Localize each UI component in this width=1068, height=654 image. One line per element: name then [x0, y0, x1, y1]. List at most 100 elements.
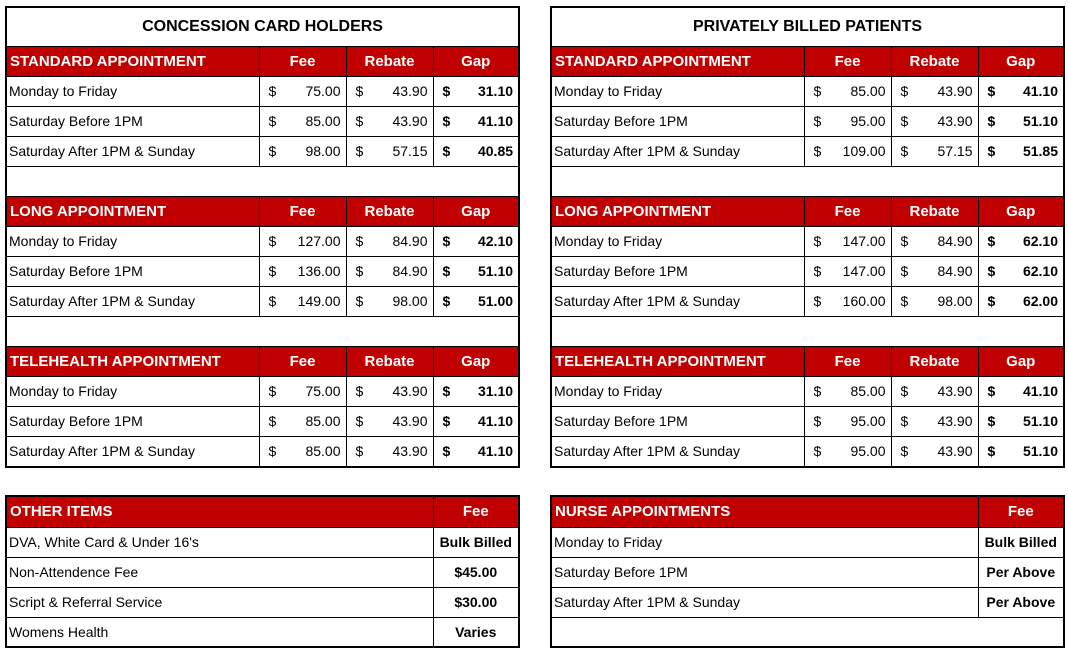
section-heading: LONG APPOINTMENT [552, 195, 804, 226]
section-header: STANDARD APPOINTMENT Fee Rebate Gap [7, 45, 519, 76]
row-label: Monday to Friday [552, 225, 804, 256]
gap-cell: $41.10 [977, 375, 1063, 406]
fee-column-header: Fee [803, 195, 891, 226]
private-fee-table: PRIVATELY BILLED PATIENTS STANDARD APPOI… [552, 8, 1063, 466]
gap-column-header: Gap [432, 45, 519, 76]
rebate-cell: $84.90 [890, 255, 978, 286]
fee-cell: $95.00 [803, 405, 891, 436]
fee-cell: Varies [432, 616, 518, 647]
table-row: Saturday Before 1PM $85.00 $43.90 $41.10 [7, 105, 519, 136]
row-label: Saturday After 1PM & Sunday [552, 435, 804, 466]
fee-cell: $149.00 [258, 285, 346, 316]
rebate-column-header: Rebate [345, 195, 433, 226]
fee-cell: $85.00 [803, 375, 891, 406]
row-label: Saturday After 1PM & Sunday [552, 586, 978, 617]
rebate-cell: $43.90 [890, 405, 978, 436]
rebate-column-header: Rebate [890, 45, 978, 76]
fee-cell: $136.00 [258, 255, 346, 286]
section-heading: TELEHEALTH APPOINTMENT [7, 345, 259, 376]
section-heading: LONG APPOINTMENT [7, 195, 259, 226]
gap-column-header: Gap [432, 345, 519, 376]
table-row: Saturday Before 1PM $95.00 $43.90 $51.10 [552, 405, 1063, 436]
gap-cell: $41.10 [977, 75, 1063, 106]
section-header: STANDARD APPOINTMENT Fee Rebate Gap [552, 45, 1063, 76]
row-label: Monday to Friday [552, 75, 804, 106]
rebate-cell: $84.90 [345, 225, 433, 256]
table-row: Saturday Before 1PM $136.00 $84.90 $51.1… [7, 255, 519, 286]
rebate-cell: $84.90 [890, 225, 978, 256]
rebate-cell: $98.00 [345, 285, 433, 316]
table-row: Monday to Friday $127.00 $84.90 $42.10 [7, 225, 519, 256]
row-label: Saturday Before 1PM [552, 255, 804, 286]
row-label: Saturday Before 1PM [7, 255, 259, 286]
other-items-table: OTHER ITEMS Fee DVA, White Card & Under … [7, 497, 518, 647]
rebate-cell: $57.15 [345, 135, 433, 166]
rebate-cell: $43.90 [890, 75, 978, 106]
fee-cell: Per Above [977, 556, 1063, 587]
fee-column-header: Fee [432, 497, 518, 527]
table-row: Saturday After 1PM & Sunday $85.00 $43.9… [7, 435, 519, 466]
row-label: Saturday Before 1PM [7, 105, 259, 136]
gap-cell: $41.10 [432, 105, 519, 136]
row-label: Script & Referral Service [7, 586, 433, 617]
spacer-row [552, 315, 1063, 346]
row-label: Saturday After 1PM & Sunday [7, 285, 259, 316]
row-label: Monday to Friday [7, 75, 259, 106]
table-row: Monday to Friday $85.00 $43.90 $41.10 [552, 75, 1063, 106]
gap-cell: $51.85 [977, 135, 1063, 166]
table-row: Saturday After 1PM & Sunday $95.00 $43.9… [552, 435, 1063, 466]
section-heading: NURSE APPOINTMENTS [552, 497, 978, 527]
fee-cell: $127.00 [258, 225, 346, 256]
panel-title: CONCESSION CARD HOLDERS [142, 17, 383, 35]
fee-cell: Bulk Billed [977, 526, 1063, 557]
section-heading: OTHER ITEMS [7, 497, 433, 527]
row-label: Saturday After 1PM & Sunday [7, 435, 259, 466]
fee-column-header: Fee [258, 345, 346, 376]
table-row: Womens Health Varies [7, 616, 518, 647]
section-header: TELEHEALTH APPOINTMENT Fee Rebate Gap [7, 345, 519, 376]
gap-cell: $51.00 [432, 285, 519, 316]
fee-column-header: Fee [977, 497, 1063, 527]
gap-cell: $41.10 [432, 435, 519, 466]
concession-fee-table: CONCESSION CARD HOLDERS STANDARD APPOINT… [7, 8, 519, 466]
gap-column-header: Gap [977, 45, 1063, 76]
gap-cell: $51.10 [977, 435, 1063, 466]
gap-cell: $31.10 [432, 75, 519, 106]
empty-row [552, 616, 1063, 647]
gap-cell: $40.85 [432, 135, 519, 166]
nurse-appointments-panel: NURSE APPOINTMENTS Fee Monday to Friday … [550, 495, 1065, 648]
gap-cell: $42.10 [432, 225, 519, 256]
table-row [552, 616, 1063, 647]
fee-cell: $85.00 [803, 75, 891, 106]
section-heading: TELEHEALTH APPOINTMENT [552, 345, 804, 376]
row-label: Saturday Before 1PM [7, 405, 259, 436]
fee-cell: $98.00 [258, 135, 346, 166]
rebate-column-header: Rebate [890, 345, 978, 376]
table-row: Monday to Friday Bulk Billed [552, 526, 1063, 557]
table-row: Non-Attendence Fee $45.00 [7, 556, 518, 587]
table-row: Monday to Friday $147.00 $84.90 $62.10 [552, 225, 1063, 256]
rebate-cell: $84.90 [345, 255, 433, 286]
section-header: LONG APPOINTMENT Fee Rebate Gap [7, 195, 519, 226]
gap-column-header: Gap [432, 195, 519, 226]
row-label: DVA, White Card & Under 16's [7, 526, 433, 557]
row-label: Monday to Friday [552, 526, 978, 557]
gap-cell: $51.10 [977, 105, 1063, 136]
row-label: Saturday After 1PM & Sunday [7, 135, 259, 166]
table-row: Saturday Before 1PM $85.00 $43.90 $41.10 [7, 405, 519, 436]
rebate-cell: $43.90 [890, 105, 978, 136]
table-row: Saturday Before 1PM $147.00 $84.90 $62.1… [552, 255, 1063, 286]
section-heading: STANDARD APPOINTMENT [552, 45, 804, 76]
table-row: Monday to Friday $85.00 $43.90 $41.10 [552, 375, 1063, 406]
fee-cell: $75.00 [258, 75, 346, 106]
gap-column-header: Gap [977, 345, 1063, 376]
gap-column-header: Gap [977, 195, 1063, 226]
row-label: Non-Attendence Fee [7, 556, 433, 587]
table-row: Monday to Friday $75.00 $43.90 $31.10 [7, 75, 519, 106]
section-header: LONG APPOINTMENT Fee Rebate Gap [552, 195, 1063, 226]
rebate-cell: $43.90 [345, 435, 433, 466]
row-label: Saturday After 1PM & Sunday [552, 135, 804, 166]
row-label: Saturday Before 1PM [552, 556, 978, 587]
rebate-cell: $57.15 [890, 135, 978, 166]
fee-cell: $85.00 [258, 405, 346, 436]
